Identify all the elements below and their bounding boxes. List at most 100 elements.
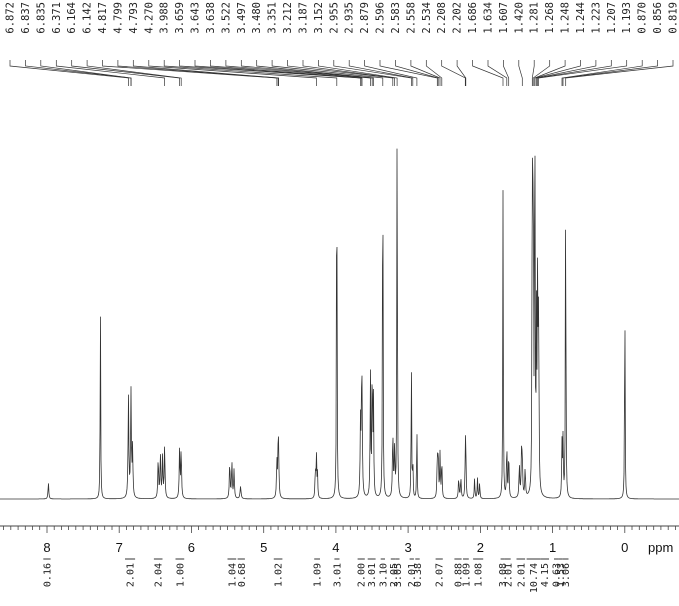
- peak-label: 1.244: [575, 2, 587, 34]
- peak-connector: [538, 60, 628, 86]
- tick-label: 7: [116, 540, 123, 555]
- peak-label: 6.872: [5, 2, 17, 34]
- peak-label: 3.497: [236, 2, 248, 34]
- peak-label: 0.856: [652, 2, 664, 34]
- integral-label: 1.08: [474, 563, 485, 587]
- peak-label: 2.583: [390, 2, 402, 34]
- peak-label: 3.212: [282, 2, 294, 34]
- peak-label: 4.793: [128, 2, 140, 34]
- integral-label: 0.38: [413, 563, 424, 587]
- integral-label: 1.02: [274, 563, 285, 587]
- peak-connector: [102, 60, 278, 86]
- peak-connector: [348, 60, 414, 86]
- tick-label: 4: [332, 540, 339, 555]
- peak-connector: [537, 60, 612, 86]
- axis-unit-label: ppm: [648, 540, 673, 555]
- tick-label: 1: [549, 540, 556, 555]
- integral-labels: 0.16 2.01 2.04 1.00 1.040.68 1.02 1.09 3.01 2.00…: [43, 558, 572, 593]
- peak-connector: [9, 60, 129, 86]
- integral-label: 1.53: [556, 563, 567, 587]
- peak-label: 2.202: [452, 2, 464, 34]
- peak-connector: [256, 60, 374, 86]
- integral-label: 0.63: [552, 563, 563, 587]
- peak-label: 2.208: [436, 2, 448, 34]
- peak-label: 2.879: [359, 2, 371, 34]
- integral-label: 0.88: [454, 563, 465, 587]
- spectrum-trace: [0, 148, 679, 500]
- peak-label: 1.223: [590, 2, 602, 34]
- peak-connector: [503, 60, 510, 86]
- tick-label: 3: [404, 540, 411, 555]
- peak-connector: [379, 60, 438, 86]
- integral-label: 2.01: [503, 563, 514, 587]
- peak-connector: [487, 60, 508, 86]
- peak-label: 1.686: [467, 2, 479, 34]
- integral-label: 4.15: [540, 563, 551, 587]
- peak-connector: [565, 60, 674, 86]
- peak-connector: [287, 60, 394, 86]
- peak-connector: [333, 60, 412, 86]
- integral-label: 2.07: [435, 563, 446, 587]
- peak-label: 3.643: [190, 2, 202, 34]
- integral-label: 3.05: [393, 563, 404, 587]
- peak-label: 4.817: [97, 2, 109, 34]
- peak-label: 6.164: [66, 2, 78, 34]
- integral-label: 2.04: [154, 563, 165, 587]
- integral-label: 3.08: [498, 563, 509, 587]
- peak-connector: [395, 60, 439, 86]
- integral-label: 3.10: [378, 563, 389, 587]
- peak-connector: [472, 60, 504, 86]
- integral-label: 1.04: [227, 563, 238, 587]
- peak-label: 1.420: [513, 2, 525, 34]
- integral-label: 2.05: [389, 563, 400, 587]
- peak-connector: [318, 60, 398, 86]
- peak-connector: [71, 60, 180, 86]
- integral-label: 3.06: [561, 563, 572, 587]
- tick-label: 0: [621, 540, 628, 555]
- tick-label: 5: [260, 540, 267, 555]
- peak-label: 4.799: [112, 2, 124, 34]
- peak-connector: [425, 60, 443, 86]
- peak-label: 4.270: [143, 2, 155, 34]
- peak-connector: [240, 60, 373, 86]
- tick-label: 6: [188, 540, 195, 555]
- peak-label: 0.819: [668, 2, 679, 34]
- peak-label: 2.935: [344, 2, 356, 34]
- tick-label: 8: [43, 540, 50, 555]
- peak-connector: [302, 60, 395, 86]
- integral-label: 2.00: [357, 563, 368, 587]
- peak-label: 1.248: [560, 2, 572, 34]
- peak-label: 6.835: [35, 2, 47, 34]
- peak-connector: [531, 60, 535, 86]
- peak-connector: [40, 60, 132, 86]
- ppm-axis: 8 7 6 5 4 3 2 1 0 ppm: [0, 525, 679, 555]
- peak-connector: [518, 60, 523, 86]
- peak-label: 1.607: [498, 2, 510, 34]
- integral-label: 1.09: [461, 563, 472, 587]
- peak-connector: [536, 60, 597, 86]
- integral-label: 3.01: [333, 563, 344, 587]
- peak-connector: [271, 60, 384, 86]
- peak-connector: [456, 60, 467, 86]
- tick-label: 2: [477, 540, 484, 555]
- peak-label: 1.281: [529, 2, 541, 34]
- peak-label: 0.870: [637, 2, 649, 34]
- peak-connector: [532, 60, 551, 86]
- peak-connector: [410, 60, 441, 86]
- peak-label: 6.371: [51, 2, 63, 34]
- integral-label: 2.01: [407, 563, 418, 587]
- peak-label: 3.522: [220, 2, 232, 34]
- integral-label: 10.74: [529, 563, 540, 593]
- integral-label: 1.00: [175, 563, 186, 587]
- peak-connector: [148, 60, 317, 86]
- integral-label: 0.68: [237, 563, 248, 587]
- integral-label: 0.16: [43, 563, 54, 587]
- peak-connector: [132, 60, 279, 86]
- integral-label: 3.01: [367, 563, 378, 587]
- peak-connector: [225, 60, 371, 86]
- peak-connector: [179, 60, 361, 86]
- peak-connector: [163, 60, 338, 86]
- peak-label: 2.558: [405, 2, 417, 34]
- peak-connector: [86, 60, 182, 86]
- peak-label: 3.152: [313, 2, 325, 34]
